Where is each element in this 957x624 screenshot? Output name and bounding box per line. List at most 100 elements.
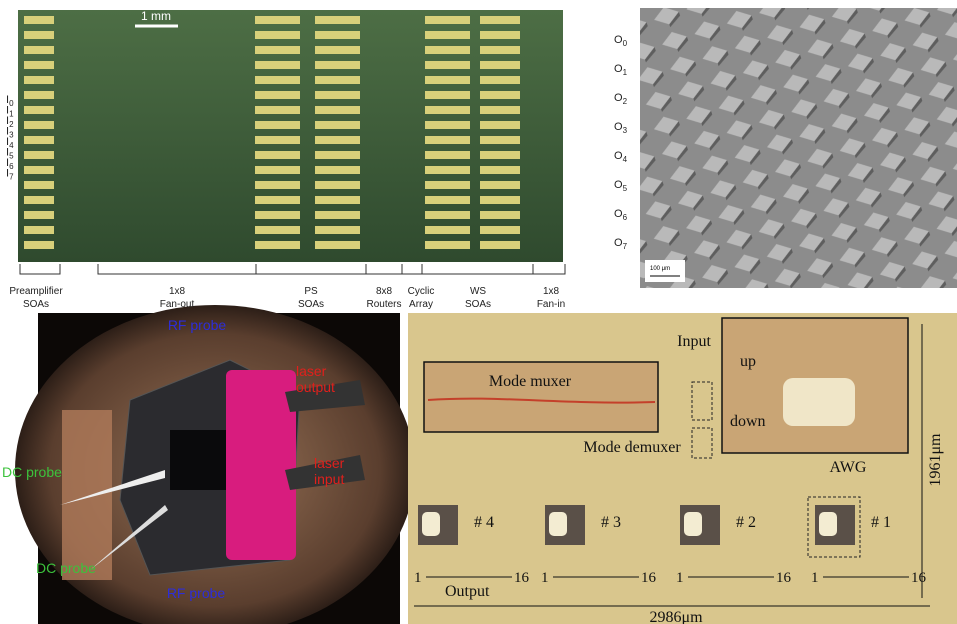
unit-label: # 4: [474, 514, 494, 531]
width-label: 2986μm: [649, 609, 703, 624]
pad: [425, 106, 470, 114]
pad: [425, 226, 470, 234]
pad: [480, 121, 520, 129]
output-label: O2: [614, 92, 628, 106]
pad: [480, 166, 520, 174]
pad: [255, 106, 300, 114]
output-label: O6: [614, 208, 628, 222]
index: 3: [623, 126, 628, 135]
pad: [315, 61, 360, 69]
pad: [315, 241, 360, 249]
pad: [425, 31, 470, 39]
bracket: [20, 264, 60, 274]
pad: [425, 91, 470, 99]
pad: [255, 16, 300, 24]
pad: [480, 226, 520, 234]
section-line1: 1x8: [169, 286, 186, 297]
output-label: O4: [614, 150, 628, 164]
index: 6: [623, 213, 628, 222]
bracket: [98, 264, 256, 274]
pad: [255, 241, 300, 249]
output-label: Output: [445, 583, 490, 600]
carrier: [62, 410, 112, 580]
scale-label: 100 μm: [650, 266, 670, 272]
pad: [480, 241, 520, 249]
pad: [480, 46, 520, 54]
bracket: [402, 264, 422, 274]
section-line1: Preamplifier: [9, 286, 63, 297]
pad: [315, 91, 360, 99]
pad: [480, 91, 520, 99]
pad: [255, 151, 300, 159]
pad: [24, 151, 54, 159]
pad: [425, 61, 470, 69]
unit-pad: [819, 512, 837, 536]
bracket: [533, 264, 565, 274]
pad: [480, 136, 520, 144]
section-line2: SOAs: [298, 299, 324, 310]
section-line2: Routers: [366, 299, 401, 310]
pad: [315, 211, 360, 219]
pad: [425, 166, 470, 174]
pad: [24, 16, 54, 24]
pad: [255, 226, 300, 234]
pad: [255, 76, 300, 84]
pad: [480, 181, 520, 189]
pad: [480, 31, 520, 39]
pad: [24, 46, 54, 54]
port-start: 1: [811, 570, 819, 586]
pad: [24, 121, 54, 129]
port-end: 16: [911, 570, 927, 586]
section-line1: 1x8: [543, 286, 560, 297]
input-label: Input: [677, 333, 711, 350]
port-start: 1: [541, 570, 549, 586]
bracket: [256, 264, 366, 274]
pad: [425, 136, 470, 144]
pad: [24, 91, 54, 99]
unit-pad: [422, 512, 440, 536]
section-line2: Array: [409, 299, 433, 310]
index: 6: [9, 162, 14, 171]
index: 5: [623, 184, 628, 193]
index: 4: [623, 155, 628, 164]
pad: [24, 61, 54, 69]
probe-label: DC probe: [36, 560, 96, 576]
section-line2: SOAs: [23, 299, 49, 310]
up-label: up: [740, 353, 756, 370]
output-label: O1: [614, 63, 628, 77]
pad: [480, 151, 520, 159]
probe-label: RF probe: [168, 317, 227, 333]
port-end: 16: [776, 570, 792, 586]
pad: [315, 196, 360, 204]
unit-pad: [549, 512, 567, 536]
output-label: O3: [614, 121, 628, 135]
pad: [480, 106, 520, 114]
pad: [315, 181, 360, 189]
pad: [315, 121, 360, 129]
pad: [255, 121, 300, 129]
fiber-block: [226, 370, 296, 560]
pad: [24, 181, 54, 189]
pad: [255, 166, 300, 174]
pad: [480, 61, 520, 69]
probe-label: laser: [314, 455, 345, 471]
unit-label: # 2: [736, 514, 756, 531]
probe-label: RF probe: [167, 585, 226, 601]
unit-pad: [684, 512, 702, 536]
pad: [425, 46, 470, 54]
bracket: [366, 264, 402, 274]
probe-label: DC probe: [2, 464, 62, 480]
probe-label: output: [296, 379, 335, 395]
down-label: down: [730, 413, 766, 430]
figure: 1 mm 100 μm RF probelaseroutputDC probel…: [0, 0, 957, 624]
section-line1: WS: [470, 286, 486, 297]
pad: [315, 151, 360, 159]
unit-label: # 3: [601, 514, 621, 531]
pad: [315, 46, 360, 54]
pad: [425, 16, 470, 24]
height-label: 1961μm: [927, 433, 944, 487]
pad: [480, 16, 520, 24]
pad: [255, 181, 300, 189]
index: 5: [9, 152, 14, 161]
probe-label: input: [314, 471, 344, 487]
